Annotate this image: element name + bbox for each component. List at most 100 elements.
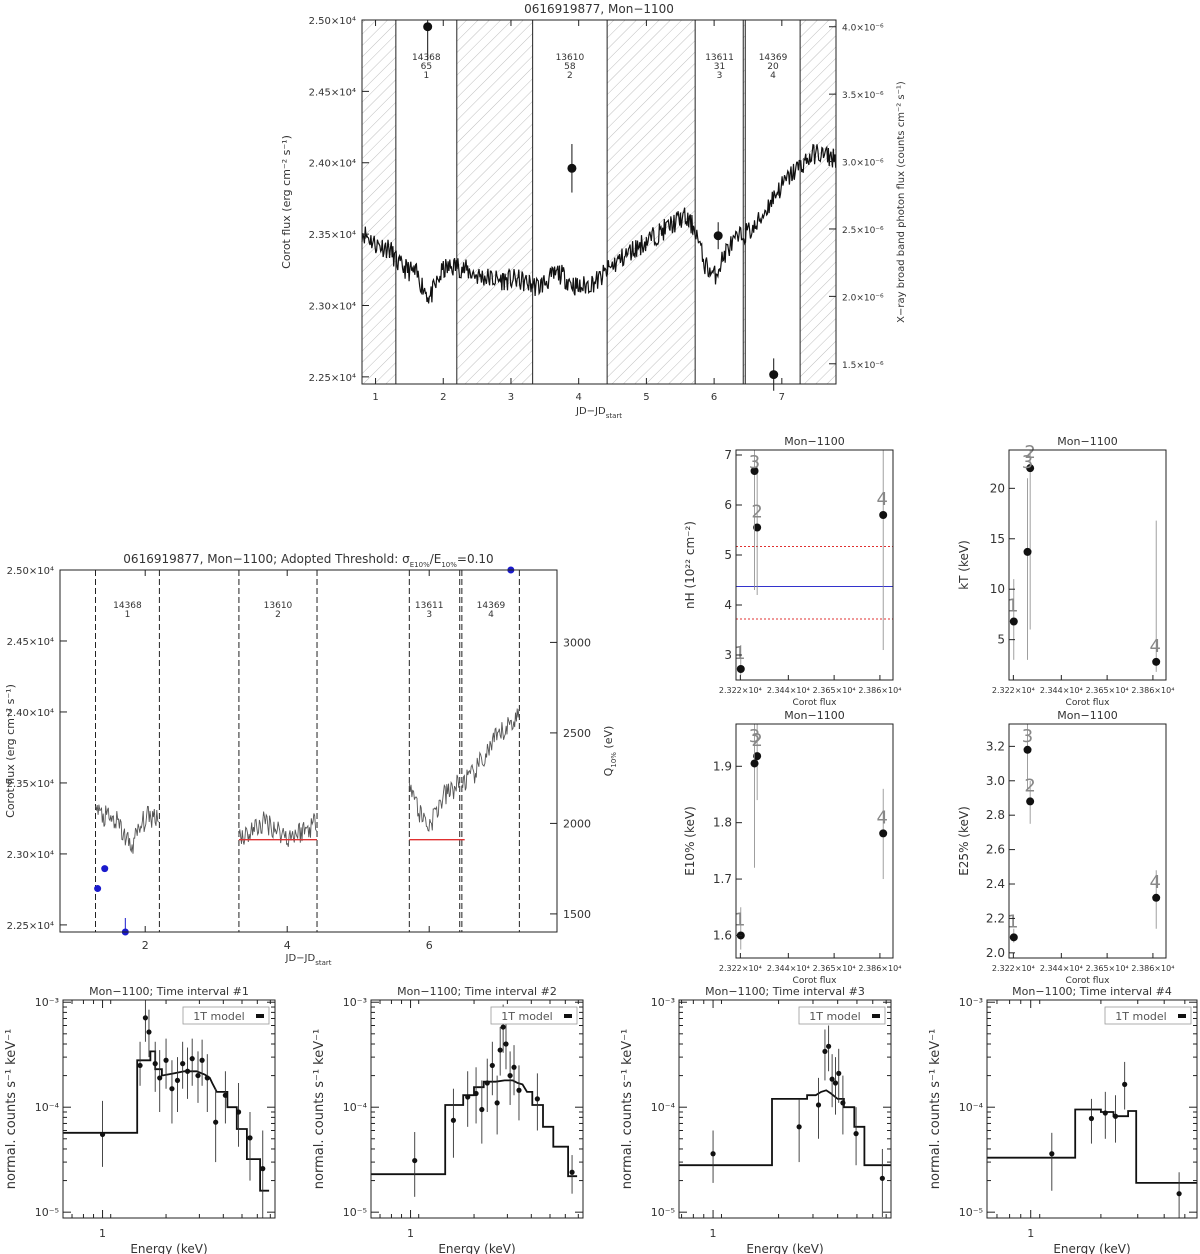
- y-right-tick-label: 2500: [563, 727, 591, 740]
- y-tick-label: 5: [724, 548, 732, 562]
- spectrum-point: [1176, 1191, 1182, 1197]
- y-right-tick-label: 1500: [563, 908, 591, 921]
- corot-segment: [461, 708, 520, 791]
- point-label: 2: [1024, 775, 1035, 796]
- x-tick-label: 5: [643, 392, 649, 403]
- spectrum-point: [142, 1015, 149, 1021]
- data-point: [1023, 745, 1032, 754]
- y-right-tick-label: 3000: [563, 636, 591, 649]
- x-tick-label: 2.386×10⁴: [858, 964, 901, 973]
- y-tick-label: 2.8: [986, 808, 1005, 822]
- xray-point: [769, 370, 779, 380]
- plot-frame: [361, 19, 837, 385]
- y-tick-label: 2.35×10⁴: [7, 779, 54, 790]
- y-tick-label: 3.2: [986, 739, 1005, 753]
- y-right-label-main: Q: [602, 767, 615, 776]
- y-tick-label: 10⁻⁴: [959, 1101, 984, 1114]
- spectrum-point: [152, 1061, 158, 1067]
- point-label: 1: [734, 909, 745, 930]
- spectrum-point: [1122, 1081, 1128, 1087]
- legend-label: 1T model: [501, 1010, 552, 1023]
- model-curve: [987, 1108, 1197, 1184]
- point-label: 4: [1149, 872, 1160, 893]
- point-label: 1: [1007, 595, 1018, 616]
- y-right-axis-label: X−ray broad band photon flux (counts cm⁻…: [896, 81, 907, 323]
- hatched-region: [607, 20, 696, 384]
- y-right-tick-label: 4.0×10⁻⁶: [842, 24, 884, 34]
- data-point: [1026, 464, 1035, 473]
- legend-box: [490, 1006, 578, 1025]
- x-tick-label: 2.365×10⁴: [813, 686, 856, 695]
- spectrum-point: [507, 1072, 513, 1079]
- point-label: 2: [751, 502, 762, 523]
- point-label: 4: [876, 489, 887, 510]
- x-tick-label: 2.386×10⁴: [858, 686, 901, 695]
- y-tick-label: 2.30×10⁴: [7, 850, 54, 861]
- data-point: [750, 467, 759, 475]
- corot-segment: [238, 811, 317, 847]
- spectrum-point: [534, 1096, 540, 1102]
- obs-label: 1: [423, 71, 429, 81]
- y-tick-label: 2.6: [986, 843, 1005, 857]
- y-axis-label: E10% (keV): [683, 806, 697, 876]
- y-right-label-sub: 10%: [610, 752, 618, 768]
- spectrum-point: [189, 1056, 195, 1062]
- y-tick-label: 2.50×10⁴: [309, 16, 356, 27]
- obs-label: 65: [421, 62, 432, 72]
- spectrum-point: [497, 1047, 503, 1053]
- x-axis-label: Corot flux: [793, 976, 838, 986]
- spectrum-panel: 10⁻⁵ 10⁻⁴ 10⁻³ 1 1T model Mon−1100; Time inte…: [312, 985, 584, 1254]
- spectrum-point: [836, 1070, 842, 1076]
- y-right-tick-label: 2.5×10⁻⁶: [842, 226, 884, 236]
- spectrum-panel: 10⁻⁵ 10⁻⁴ 10⁻³ 1 1T model Mon−1100; Time inte…: [928, 985, 1198, 1254]
- x-tick-label: 7: [779, 392, 785, 403]
- x-axis-label-sub: start: [315, 959, 332, 967]
- spectrum-point: [484, 1080, 490, 1086]
- point-label: 4: [876, 807, 887, 828]
- chart-title: Mon−1100; Time interval #4: [1012, 985, 1172, 998]
- y-tick-label: 2.40×10⁴: [7, 708, 54, 719]
- x-axis-label: Energy (keV): [1053, 1242, 1130, 1254]
- x-tick-label: 1: [372, 392, 378, 403]
- y-axis-label: E25% (keV): [957, 806, 971, 876]
- y-tick-label: 2.45×10⁴: [7, 637, 54, 648]
- spectrum-point: [489, 1062, 495, 1069]
- x-tick-label: 6: [426, 939, 433, 952]
- y-tick-label: 2.0: [986, 946, 1005, 960]
- x-tick-label: 3: [508, 392, 514, 403]
- x-tick-label: 2.386×10⁴: [1131, 964, 1174, 973]
- y-axis-label: Corot flux (erg cm⁻² s⁻¹): [4, 684, 17, 818]
- data-point: [879, 511, 888, 519]
- spectrum-point: [260, 1166, 266, 1172]
- x-tick-label: 2.344×10⁴: [1040, 964, 1083, 973]
- spectrum-point: [235, 1109, 242, 1115]
- x-tick-label: 2.365×10⁴: [1086, 964, 1129, 973]
- y-right-tick-label: 2000: [563, 817, 591, 830]
- y-axis-label: normal. counts s⁻¹ keV⁻¹: [4, 1029, 19, 1189]
- legend-label: 1T model: [1115, 1010, 1166, 1023]
- y-tick-label: 10⁻³: [651, 996, 675, 1009]
- hatched-region: [362, 20, 396, 384]
- obs-label: 20: [767, 62, 779, 72]
- y-tick-label: 15: [990, 532, 1005, 546]
- title-sub2: 10%: [441, 561, 457, 569]
- y-tick-label: 3: [724, 648, 732, 662]
- spectrum-point: [516, 1087, 522, 1093]
- spectrum-point: [826, 1043, 832, 1049]
- scatter-panel: 1 2 3 4 2.322×10⁴ 2.344×10⁴ 2.365×10⁴ 2.386×10⁴…: [957, 709, 1174, 986]
- title-sub: E10%: [410, 561, 430, 569]
- spectrum-point: [1112, 1113, 1119, 1119]
- spectrum-point: [1088, 1115, 1095, 1122]
- spectrum-point: [199, 1057, 205, 1063]
- obs-label: 4: [770, 71, 776, 81]
- legend-swatch: [872, 1014, 880, 1018]
- obs-label: 31: [714, 62, 725, 72]
- chart-title: Mon−1100: [1057, 709, 1117, 722]
- point-label: 4: [1149, 636, 1160, 657]
- y-tick-label: 2.25×10⁴: [7, 921, 54, 932]
- x-tick-label: 1: [99, 1227, 106, 1240]
- y-tick-label: 5: [997, 633, 1005, 647]
- point-label: 2: [751, 730, 762, 751]
